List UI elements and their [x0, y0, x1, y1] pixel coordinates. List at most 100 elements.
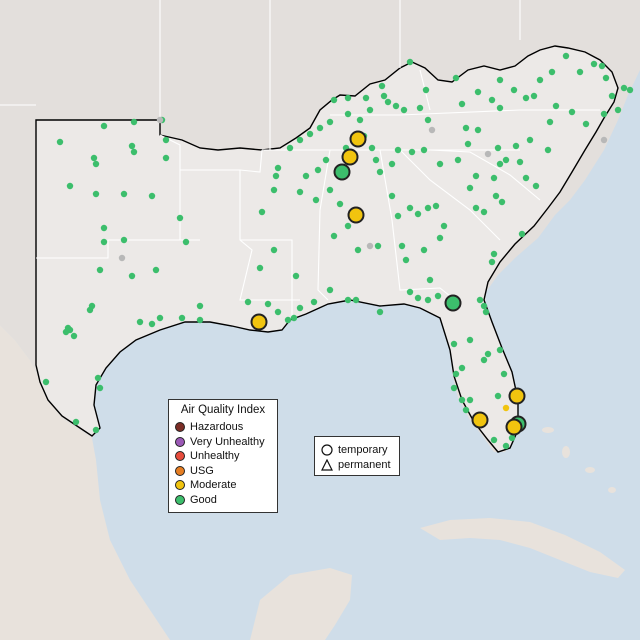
good-site-marker [380, 92, 388, 100]
moderate-temporary-monitor[interactable] [471, 411, 489, 429]
legend-label-temporary: temporary [338, 443, 388, 456]
good-site-marker [384, 98, 392, 106]
good-site-marker [100, 238, 108, 246]
good-site-marker [498, 198, 506, 206]
good-site-marker [420, 246, 428, 254]
aqi-legend: Air Quality Index Hazardous Very Unhealth… [168, 399, 278, 513]
good-site-marker [344, 94, 352, 102]
good-site-marker [90, 154, 98, 162]
good-site-marker [426, 276, 434, 284]
good-site-marker [322, 156, 330, 164]
good-site-marker [326, 186, 334, 194]
good-site-marker [626, 86, 634, 94]
good-site-marker [388, 160, 396, 168]
good-site-marker [494, 392, 502, 400]
moderate-temporary-monitor[interactable] [347, 206, 365, 224]
good-site-marker [296, 188, 304, 196]
good-site-marker [356, 116, 364, 124]
good-site-marker [374, 242, 382, 250]
good-site-marker [42, 378, 50, 386]
legend-row-moderate: Moderate [175, 478, 271, 493]
no-data-site-marker [484, 150, 492, 158]
moderate-temporary-monitor[interactable] [508, 387, 526, 405]
good-site-marker [502, 442, 510, 450]
good-temporary-monitor[interactable] [444, 294, 462, 312]
good-site-marker [136, 318, 144, 326]
good-site-marker [92, 426, 100, 434]
good-site-marker [130, 148, 138, 156]
good-site-marker [432, 202, 440, 210]
good-site-marker [466, 396, 474, 404]
moderate-temporary-monitor[interactable] [349, 130, 367, 148]
good-site-marker [152, 266, 160, 274]
good-site-marker [326, 118, 334, 126]
good-site-marker [480, 356, 488, 364]
good-site-marker [100, 122, 108, 130]
circle-icon [321, 443, 333, 456]
region-southeast [35, 45, 619, 453]
good-site-marker [274, 308, 282, 316]
good-site-marker [562, 52, 570, 60]
good-site-marker [66, 182, 74, 190]
good-site-marker [488, 258, 496, 266]
good-site-marker [598, 62, 606, 70]
legend-row-very-unhealthy: Very Unhealthy [175, 435, 271, 450]
good-site-marker [302, 172, 310, 180]
good-site-marker [480, 302, 488, 310]
good-site-marker [366, 106, 374, 114]
good-site-marker [96, 266, 104, 274]
moderate-temporary-monitor[interactable] [341, 148, 359, 166]
good-site-marker [316, 124, 324, 132]
moderate-temporary-monitor[interactable] [250, 313, 268, 331]
good-site-marker [474, 88, 482, 96]
legend-label: Very Unhealthy [190, 435, 265, 448]
good-site-marker [196, 302, 204, 310]
large-monitor-sites[interactable] [250, 130, 527, 436]
good-site-marker [484, 350, 492, 358]
good-site-marker [296, 136, 304, 144]
good-site-marker [490, 436, 498, 444]
good-site-marker [552, 102, 560, 110]
good-site-marker [290, 314, 298, 322]
good-site-marker [522, 174, 530, 182]
good-site-marker [376, 168, 384, 176]
good-site-marker [96, 384, 104, 392]
good-site-marker [600, 110, 608, 118]
good-site-marker [388, 192, 396, 200]
good-site-marker [402, 256, 410, 264]
good-site-marker [454, 156, 462, 164]
moderate-temporary-monitor[interactable] [505, 418, 523, 436]
good-site-marker [178, 314, 186, 322]
good-site-marker [310, 298, 318, 306]
land-bahamas [542, 427, 616, 493]
good-site-marker [490, 174, 498, 182]
good-site-marker [424, 116, 432, 124]
good-site-marker [424, 204, 432, 212]
good-site-marker [128, 142, 136, 150]
good-site-marker [462, 406, 470, 414]
good-site-marker [162, 154, 170, 162]
good-site-marker [274, 164, 282, 172]
good-temporary-monitor[interactable] [333, 163, 351, 181]
good-site-marker [576, 68, 584, 76]
good-site-marker [530, 92, 538, 100]
good-site-marker [536, 76, 544, 84]
good-site-marker [406, 58, 414, 66]
good-site-marker [416, 104, 424, 112]
good-site-marker [474, 126, 482, 134]
no-data-site-marker [118, 254, 126, 262]
good-site-marker [306, 130, 314, 138]
good-site-marker [512, 142, 520, 150]
good-site-marker [330, 232, 338, 240]
good-site-marker [156, 314, 164, 322]
good-site-marker [414, 294, 422, 302]
good-site-marker [148, 192, 156, 200]
good-site-marker [256, 264, 264, 272]
good-site-marker [272, 172, 280, 180]
good-site-marker [130, 118, 138, 126]
good-site-marker [608, 92, 616, 100]
good-site-marker [326, 286, 334, 294]
legend-label: Hazardous [190, 421, 244, 434]
legend-swatch-icon [175, 494, 185, 505]
